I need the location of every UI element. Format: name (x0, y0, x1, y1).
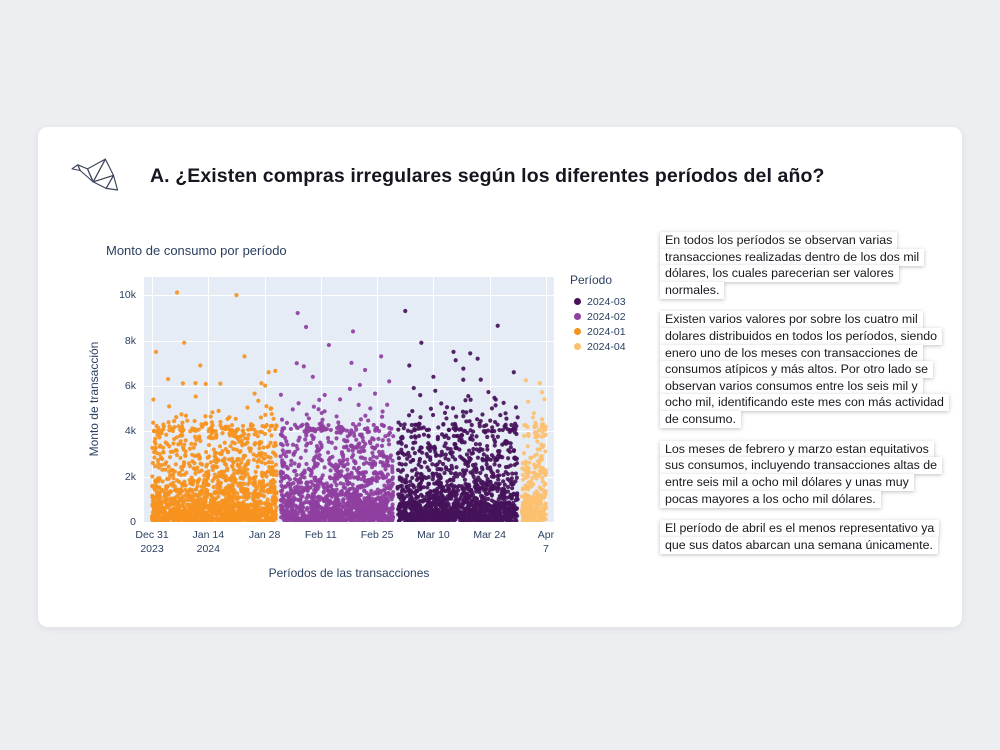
x-tick-labels: Dec 31 2023 Jan 14 2024 Jan 28 Feb 11 Feb 25… (135, 528, 555, 562)
x-tick-label: Feb 11 (304, 529, 337, 541)
legend-item-2024-03[interactable]: 2024-03 (570, 294, 666, 309)
note-text: Los meses de febrero y marzo estan equit… (660, 440, 943, 508)
note-text: Existen varios valores por sobre los cua… (660, 311, 949, 429)
legend-dot (574, 313, 581, 320)
legend-dot (574, 298, 581, 305)
legend-title: Período (570, 273, 613, 287)
y-tick-label: 10k (119, 289, 136, 302)
legend-label: 2024-01 (587, 325, 626, 338)
note-text: En todos los períodos se observan varias… (660, 232, 925, 299)
plot-area (144, 277, 554, 522)
x-tick-label: Mar 10 (417, 529, 450, 541)
legend-label: 2024-04 (587, 340, 626, 353)
legend-item-2024-02[interactable]: 2024-02 (570, 309, 666, 324)
y-tick-label: 2k (124, 470, 136, 483)
origami-crane-icon (71, 158, 119, 191)
chart-title: Monto de consumo por período (106, 243, 287, 258)
y-tick-label: 4k (124, 425, 136, 438)
y-tick-labels: 0 2k 4k 6k 8k 10k (78, 277, 136, 528)
x-tick-label: Mar 24 (473, 529, 507, 541)
x-tick-label: Apr 7 (537, 529, 555, 556)
note-paragraph: Existen varios valores por sobre los cua… (660, 311, 949, 429)
x-tick-label: Dec 31 2023 (135, 529, 169, 556)
legend-dot (574, 328, 581, 335)
x-tick-label: Jan 28 (248, 529, 281, 541)
legend-label: 2024-03 (587, 295, 626, 308)
x-tick-label: Jan 14 2024 (192, 529, 225, 556)
legend-item-2024-04[interactable]: 2024-04 (570, 339, 666, 354)
slide-title: A. ¿Existen compras irregulares según lo… (150, 165, 825, 187)
x-axis-title: Períodos de las transacciones (268, 566, 430, 580)
y-tick-label: 8k (124, 334, 136, 347)
slide-card: A. ¿Existen compras irregulares según lo… (38, 127, 962, 627)
note-paragraph: El período de abril es el menos represen… (660, 520, 944, 554)
scatter-canvas[interactable] (144, 277, 554, 522)
note-text: El período de abril es el menos represen… (660, 520, 940, 554)
legend-dot (574, 343, 581, 350)
legend-items: 2024-03 2024-02 2024-01 2024-04 (570, 294, 666, 354)
x-tick-label: Feb 25 (360, 529, 394, 541)
y-tick-label: 6k (124, 379, 136, 392)
note-paragraph: En todos los períodos se observan varias… (660, 232, 944, 299)
notes-column: En todos los períodos se observan varias… (660, 232, 949, 566)
legend-item-2024-01[interactable]: 2024-01 (570, 324, 666, 339)
legend: Período 2024-03 2024-02 2024-01 2024-04 (570, 273, 666, 354)
legend-label: 2024-02 (587, 310, 626, 323)
note-paragraph: Los meses de febrero y marzo estan equit… (660, 440, 944, 508)
y-tick-label: 0 (130, 516, 136, 528)
chart-panel: Monto de consumo por período Monto de tr… (78, 233, 668, 603)
